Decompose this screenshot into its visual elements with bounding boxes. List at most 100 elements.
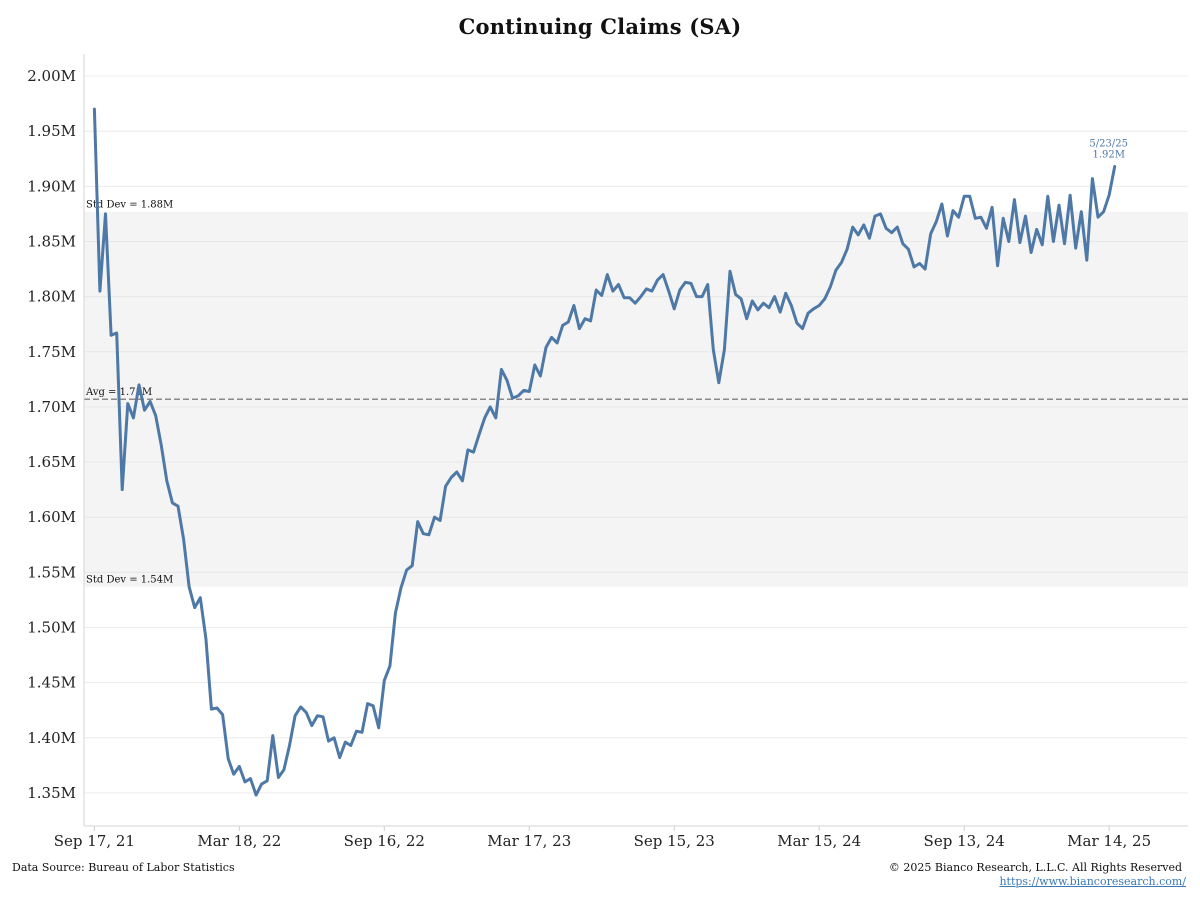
data-point <box>700 295 704 298</box>
data-point <box>845 248 849 251</box>
data-point <box>689 282 693 285</box>
y-tick-label: 1.55M <box>27 563 76 581</box>
data-point <box>940 202 944 206</box>
data-point <box>277 776 280 779</box>
data-point <box>282 768 286 771</box>
data-point <box>801 327 804 330</box>
data-point <box>444 485 447 488</box>
data-point <box>1007 240 1010 243</box>
data-point <box>489 405 492 409</box>
data-point <box>840 261 843 264</box>
data-point <box>221 713 224 716</box>
data-point <box>572 304 576 307</box>
data-point <box>684 281 687 284</box>
data-point <box>383 679 386 682</box>
data-point <box>1024 214 1027 218</box>
data-source: Data Source: Bureau of Labor Statistics <box>12 861 235 874</box>
x-axis: Sep 17, 21 Mar 18, 22 Sep 16, 22 Mar 17, 23… <box>54 825 1188 850</box>
data-point <box>779 310 782 314</box>
data-point <box>472 450 475 454</box>
data-point <box>455 470 458 474</box>
data-point <box>405 568 408 572</box>
data-point <box>305 711 308 714</box>
data-point <box>756 308 760 312</box>
data-point <box>873 214 877 218</box>
data-point <box>1041 243 1044 246</box>
y-tick-label: 1.95M <box>27 122 76 140</box>
y-tick-label: 2.00M <box>27 67 76 85</box>
data-point <box>511 396 514 400</box>
data-point <box>505 379 509 382</box>
y-axis: 2.00M 1.95M 1.90M 1.85M 1.80M 1.75M 1.70M 1.65M… <box>27 54 85 826</box>
data-point <box>176 505 180 508</box>
data-point <box>661 273 665 276</box>
data-point <box>929 232 932 235</box>
grid-lines <box>84 75 1188 794</box>
data-point <box>310 724 313 727</box>
data-point <box>739 297 743 300</box>
data-point <box>411 564 414 567</box>
data-point <box>896 225 899 229</box>
data-point <box>723 348 726 351</box>
data-point <box>1068 194 1072 197</box>
y-tick-label: 1.35M <box>27 784 76 802</box>
data-point <box>784 292 787 295</box>
data-point <box>528 390 531 393</box>
data-point <box>1029 251 1033 254</box>
data-point <box>1013 198 1016 201</box>
data-point <box>628 296 631 299</box>
data-point <box>946 234 949 238</box>
data-point <box>249 777 252 780</box>
data-point <box>762 302 765 305</box>
data-point <box>606 273 609 276</box>
data-point <box>165 479 168 482</box>
data-point <box>773 295 776 298</box>
data-point <box>355 730 358 733</box>
y-tick-label: 1.65M <box>27 453 76 471</box>
data-point <box>951 209 955 212</box>
data-point <box>857 233 860 237</box>
data-point <box>996 264 999 267</box>
data-point <box>266 779 269 782</box>
data-point <box>990 206 994 209</box>
data-point <box>121 488 124 491</box>
data-point <box>450 476 453 479</box>
y-tick-label: 1.70M <box>27 398 76 416</box>
data-point <box>823 297 826 300</box>
data-point <box>187 585 191 588</box>
data-point <box>516 394 520 398</box>
x-tick-label: Sep 16, 22 <box>344 832 425 850</box>
data-point <box>338 756 341 759</box>
data-point <box>422 532 425 535</box>
data-point <box>806 312 810 315</box>
data-point <box>416 520 419 523</box>
data-point <box>539 374 542 378</box>
data-point <box>193 606 196 609</box>
data-point <box>137 383 141 387</box>
data-point <box>115 331 118 335</box>
data-point <box>583 317 587 320</box>
data-point <box>851 225 854 229</box>
data-point <box>299 705 302 709</box>
data-point <box>1107 194 1111 197</box>
data-point <box>238 765 241 768</box>
data-point <box>438 519 442 522</box>
data-point <box>204 637 208 640</box>
chart-title: Continuing Claims (SA) <box>458 14 742 39</box>
copyright: © 2025 Bianco Research, L.L.C. All Right… <box>888 861 1182 874</box>
data-point <box>728 270 732 273</box>
plot-area <box>84 54 1188 826</box>
data-point <box>550 336 553 339</box>
data-point <box>366 702 369 705</box>
data-point <box>645 287 648 291</box>
data-point <box>957 216 960 219</box>
data-point <box>1052 240 1055 243</box>
data-point <box>1113 165 1116 168</box>
x-tick-label: Mar 14, 25 <box>1067 832 1151 850</box>
data-point <box>132 416 135 420</box>
data-point <box>154 414 157 417</box>
website-link[interactable]: https://www.biancoresearch.com/ <box>999 875 1186 888</box>
data-point <box>639 295 642 298</box>
data-point <box>1046 195 1050 198</box>
